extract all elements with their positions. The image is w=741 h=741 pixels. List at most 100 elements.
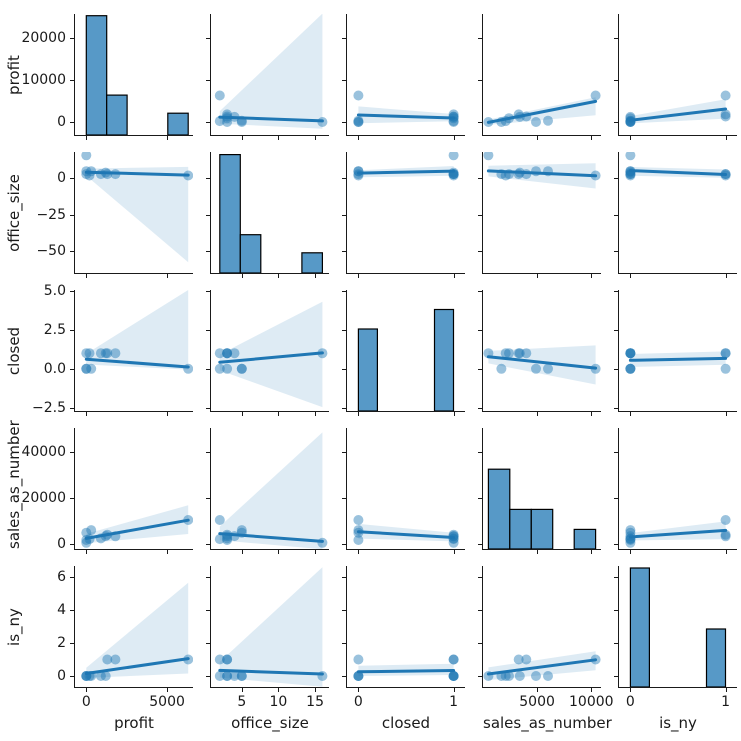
subplot-office_size-vs-is_ny [618,152,737,274]
y-tick-mark [614,80,618,81]
subplot-is_ny-vs-closed [346,566,465,688]
y-tick-mark [70,497,74,499]
scatter-point [353,525,364,536]
scatter-point [95,169,106,180]
regression-line [628,356,728,362]
y-tick-mark [342,37,346,39]
scatter-point [222,531,233,542]
scatter-point [504,169,514,180]
scatter-point [720,111,731,122]
scatter-point [81,348,92,359]
scatter-point [86,363,97,374]
scatter-point [222,111,233,122]
scatter-point [448,109,459,120]
scatter-point [236,671,247,681]
scatter-point [95,533,106,544]
x-tick-mark [315,688,317,692]
y-tick-mark [70,610,74,611]
scatter-point [214,116,225,127]
subplot-profit-vs-is_ny [618,14,737,136]
scatter-point [514,671,525,681]
regression-line [628,107,728,122]
scatter-point [448,654,459,665]
histogram-bar [106,94,128,135]
scatter-point [448,169,459,180]
y-tick-mark [342,80,346,81]
x-tick-mark [86,412,88,416]
scatter-point [353,117,364,127]
scatter-point [500,671,511,681]
scatter-point [100,531,111,542]
scatter-point [183,170,193,181]
x-tick-mark [537,688,539,692]
plot-canvas [81,505,193,548]
scatter-point [353,117,364,127]
y-tick-mark [70,543,74,545]
scatter-point [448,671,459,681]
y-tick-mark [342,543,346,545]
x-tick-mark [725,274,727,278]
y-tick-mark [478,329,482,331]
scatter-point [229,111,240,122]
scatter-point [625,166,636,177]
scatter-point [222,529,233,540]
scatter-point [222,533,233,544]
y-tick-mark [206,643,210,644]
x-tick-mark [86,274,88,278]
subplot-hist-profit [74,14,193,136]
scatter-point [353,166,364,177]
scatter-point [625,534,636,545]
scatter-point [625,363,636,374]
x-tick-mark [86,688,88,692]
x-tick-mark [630,550,632,554]
confidence-band [219,432,323,549]
confidence-band [86,290,189,370]
x-tick-mark [241,688,243,692]
scatter-point [483,348,494,359]
y-tick-label: 2 [57,635,66,651]
scatter-point [448,117,459,127]
scatter-point [514,111,525,122]
scatter-point [590,654,601,665]
plot-canvas [483,345,601,385]
scatter-point [720,348,731,359]
scatter-point [720,170,731,181]
scatter-point [102,654,113,665]
scatter-point [222,671,233,681]
histogram-bar [239,234,262,273]
scatter-point [720,109,731,120]
y-tick-mark [478,451,482,453]
scatter-point [625,533,636,544]
y-tick-mark [478,543,482,545]
x-tick-label: 10000 [569,694,614,710]
x-tick-mark [725,550,727,554]
y-tick-label: 20000 [21,29,66,46]
scatter-point [84,170,95,181]
scatter-point [448,671,459,681]
x-tick-mark [591,136,593,140]
plot-canvas [629,567,727,687]
x-tick-mark [315,550,317,554]
scatter-point [504,113,514,124]
scatter-point [625,348,636,359]
confidence-band [488,345,596,385]
scatter-point [214,90,225,101]
y-tick-mark [70,407,74,409]
plot-canvas [81,582,193,681]
scatter-point [720,363,731,374]
subplot-closed-vs-profit [74,290,193,412]
y-tick-mark [70,80,74,81]
y-tick-mark [478,37,482,39]
y-tick-label: −2.5 [32,399,66,416]
scatter-point [543,363,553,374]
x-tick-mark [241,412,243,416]
scatter-point [625,348,636,359]
scatter-point [448,537,459,548]
y-tick-mark [342,290,346,292]
scatter-point [222,109,233,120]
scatter-point [222,117,233,127]
scatter-point [625,348,636,359]
scatter-point [84,534,95,545]
scatter-point [81,535,92,545]
x-axis-label-office_size: office_size [231,714,309,732]
